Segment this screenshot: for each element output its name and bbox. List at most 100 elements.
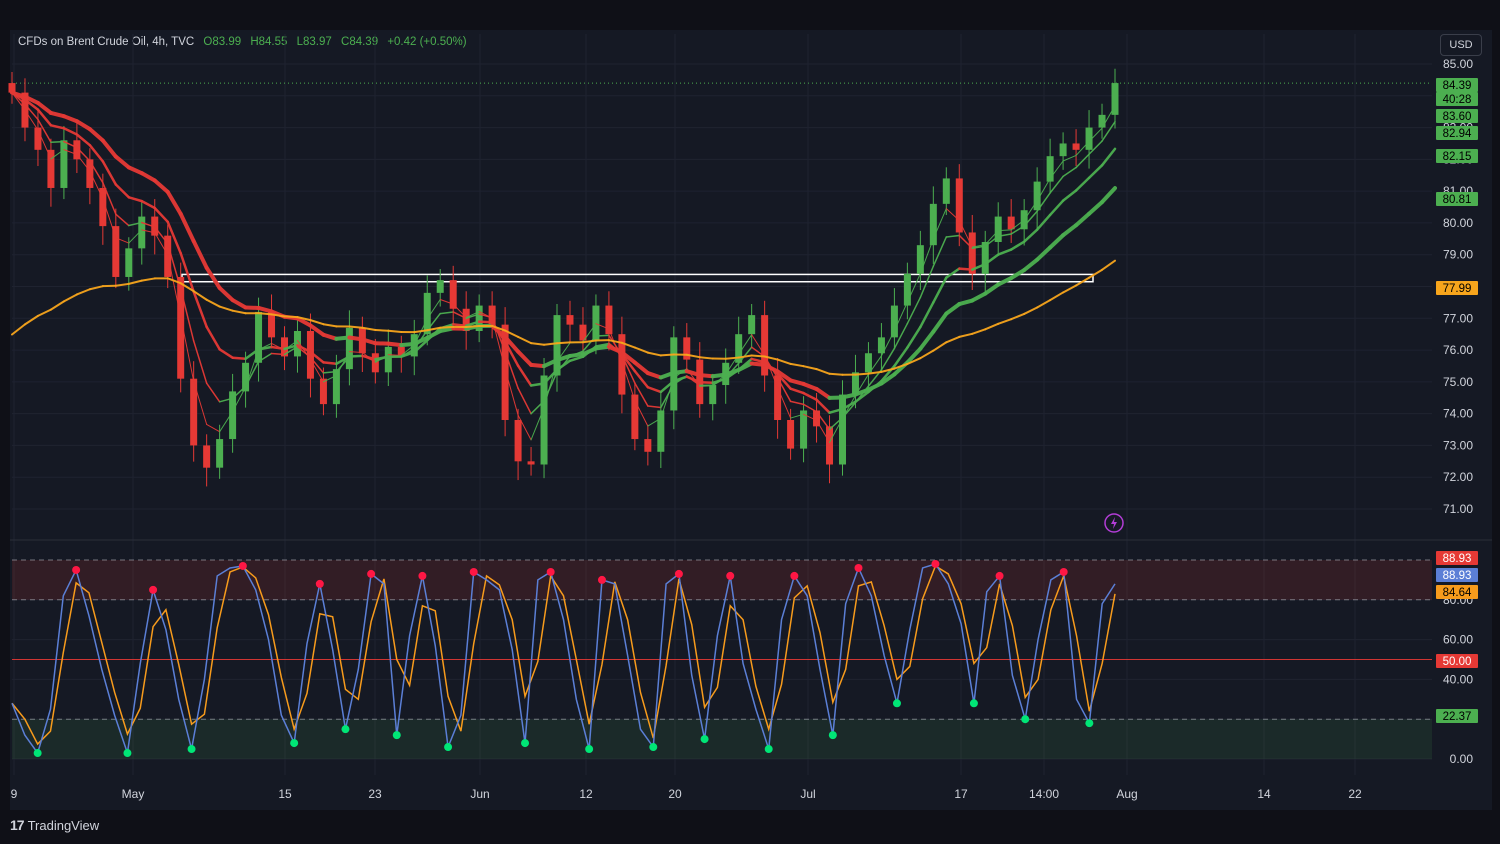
- price-axis-badge: 83.60: [1436, 109, 1478, 123]
- ema-trend-segment: [87, 127, 105, 143]
- ema-medium-segment: [439, 311, 454, 315]
- y-tick-label: 71.00: [1443, 502, 1473, 516]
- ema-trend-segment: [100, 138, 118, 159]
- sell-dot: [149, 585, 158, 594]
- ema-long-segment: [1062, 284, 1078, 294]
- ema-slow-segment: [893, 346, 909, 368]
- ema-trend-segment: [567, 352, 585, 358]
- price-axis-badge: 77.99: [1436, 281, 1478, 295]
- buy-dot: [969, 699, 978, 708]
- ema-slow-segment: [516, 364, 533, 387]
- currency-button[interactable]: USD: [1440, 34, 1482, 56]
- ema-fast-segment: [219, 411, 234, 433]
- candle-body: [60, 140, 68, 188]
- ema-long-segment: [231, 309, 247, 315]
- ema-long-segment: [763, 355, 779, 361]
- y-tick-label: 60.00: [1443, 633, 1473, 647]
- ema-slow-segment: [218, 348, 234, 359]
- ema-long-segment: [581, 339, 597, 344]
- tradingview-logo[interactable]: 17 TradingView: [10, 817, 99, 833]
- ema-medium-segment: [906, 296, 922, 325]
- candle-body: [735, 334, 743, 363]
- sell-dot: [315, 579, 324, 588]
- ema-trend-segment: [684, 369, 702, 378]
- y-tick-label: 75.00: [1443, 375, 1473, 389]
- ema-trend-segment: [48, 110, 66, 119]
- ema-slow-segment: [114, 183, 131, 199]
- candle-body: [151, 216, 159, 236]
- osc-axis-badge-text: 22.37: [1443, 711, 1472, 723]
- ema-medium-segment: [543, 371, 558, 402]
- ema-slow: [10, 91, 1117, 414]
- ema-trend-segment: [606, 344, 624, 355]
- ema-long-segment: [49, 300, 65, 311]
- ema-medium-segment: [1023, 210, 1038, 227]
- ema-slow-segment: [23, 98, 40, 111]
- ema-medium-segment: [841, 401, 857, 419]
- ema-trend-segment: [944, 302, 962, 316]
- ema-trend-segment: [334, 335, 352, 341]
- ema-trend-segment: [918, 329, 936, 351]
- ema-slow-segment: [127, 196, 144, 203]
- ema-medium-segment: [115, 213, 130, 227]
- ema-slow-segment: [1061, 189, 1078, 202]
- ema-long-segment: [776, 358, 792, 365]
- ema-trend-segment: [230, 298, 248, 310]
- ema-slow-segment: [75, 133, 92, 147]
- ema-fast-segment: [465, 311, 480, 319]
- ema-fast-segment: [504, 368, 519, 416]
- ema-trend-segment: [658, 370, 676, 380]
- candle-body: [826, 426, 834, 465]
- ema-trend-segment: [1100, 186, 1117, 205]
- ema-medium-segment: [893, 322, 909, 350]
- ema-fast-segment: [387, 354, 402, 357]
- ema-long-segment: [556, 341, 571, 345]
- symbol-legend[interactable]: CFDs on Brent Crude Oil, 4h, TVC O83.99 …: [18, 36, 473, 48]
- ema-medium-segment: [815, 410, 831, 431]
- candle-body: [216, 439, 224, 468]
- ema-slow-segment: [983, 253, 1000, 266]
- ema-medium-segment: [478, 313, 493, 319]
- x-tick-label: Aug: [1116, 787, 1137, 801]
- sell-dot: [72, 565, 81, 574]
- candle-body: [436, 280, 444, 293]
- ema-slow-segment: [672, 375, 689, 383]
- ema-medium-segment: [141, 221, 156, 228]
- ema-trend-segment: [645, 371, 663, 380]
- ema-long-segment: [517, 335, 533, 345]
- ema-medium-segment: [257, 352, 273, 363]
- ema-trend-segment: [970, 291, 988, 303]
- ema-fast-segment: [348, 351, 363, 353]
- y-tick-label: 76.00: [1443, 343, 1473, 357]
- ema-fast-segment: [880, 330, 895, 357]
- candle-body: [761, 315, 769, 376]
- candle-body: [864, 353, 872, 373]
- sell-dot: [726, 571, 735, 580]
- ema-fast-segment: [867, 355, 882, 375]
- ema-long-segment: [1075, 276, 1091, 287]
- ema-long-segment: [919, 349, 935, 360]
- ema-trend-segment: [503, 334, 521, 354]
- ema-medium-segment: [595, 334, 610, 337]
- candle-body: [942, 178, 950, 204]
- ema-slow-segment: [192, 290, 208, 329]
- ema-medium-segment: [270, 352, 286, 356]
- x-tick-label: 15: [278, 787, 292, 801]
- ema-fast-segment: [102, 198, 117, 239]
- ema-long-segment: [387, 329, 403, 334]
- ema-trend: [10, 90, 1117, 400]
- ema-slow-segment: [945, 267, 961, 279]
- ema-fast-segment: [439, 298, 454, 305]
- candle-body: [605, 305, 613, 335]
- ema-fast-segment: [154, 232, 169, 256]
- ema-medium-segment: [1010, 225, 1025, 235]
- ema-long-segment: [854, 372, 870, 376]
- ema-long-segment: [906, 357, 922, 365]
- candle-body: [1072, 143, 1080, 150]
- candle-body: [99, 187, 107, 227]
- ema-long-segment: [11, 323, 26, 336]
- ema-slow-segment: [140, 199, 156, 210]
- ema-long-segment: [140, 277, 156, 282]
- ema-slow-segment: [919, 301, 935, 329]
